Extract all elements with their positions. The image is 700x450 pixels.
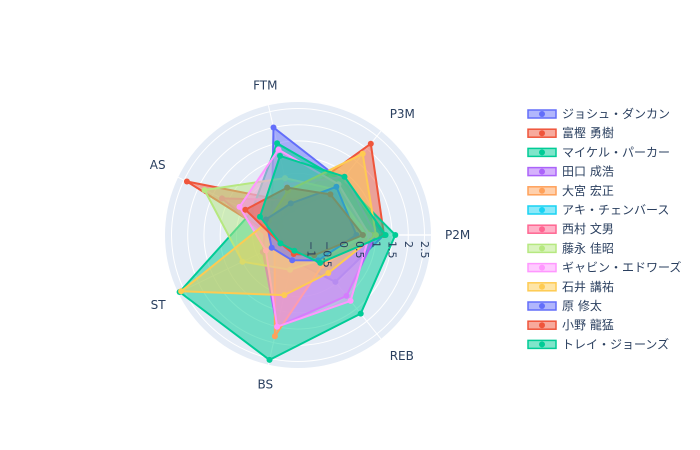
legend-item[interactable]: ジョシュ・ダンカン [527,106,670,121]
data-point [277,152,283,159]
axis-label-ftm: FTM [253,79,277,93]
legend-marker [539,264,545,271]
data-point [274,323,281,330]
data-point [357,310,364,317]
legend-item[interactable]: ギャビン・エドワーズ [527,260,681,275]
data-point [201,187,208,193]
data-point [382,232,389,238]
series-13 [257,152,389,266]
data-point [317,259,324,266]
legend-item[interactable]: 石井 講祐 [527,279,614,294]
data-point [274,140,281,147]
data-point [257,213,263,220]
radial-tick-label: 1.5 [386,241,399,259]
radial-tick-label: 0 [337,241,350,248]
legend-label: 富樫 勇樹 [562,125,614,140]
radial-tick-labels: −1 −0.5 0 0.5 1 1.5 2 2.5 [304,241,431,268]
data-point [268,244,275,251]
radial-tick-label: −0.5 [321,241,334,268]
legend-label: アキ・チェンバース [562,203,669,217]
legend-marker [539,303,545,309]
series-layer [176,124,399,363]
legend-item[interactable]: 富樫 勇樹 [527,125,614,140]
data-point [392,232,399,238]
radial-tick-label: 1 [369,241,382,248]
data-point [242,206,249,213]
data-point [281,292,288,299]
legend-marker [539,226,545,233]
legend-label: 田口 成浩 [562,165,614,179]
data-point [291,247,298,254]
legend-marker [539,341,545,348]
legend-label: 大宮 宏正 [562,183,614,198]
legend-item[interactable]: 小野 龍猛 [527,317,614,332]
legend-label: 原 修太 [562,298,602,313]
legend-item[interactable]: マイケル・パーカー [527,145,670,159]
data-point [275,146,282,153]
legend-item[interactable]: 藤永 佳昭 [527,241,614,255]
legend-item[interactable]: 原 修太 [527,298,602,313]
data-point [341,173,348,180]
radial-tick-label: 0.5 [353,241,366,259]
radial-tick-label: 2 [402,241,415,248]
legend-marker [539,130,545,137]
legend-item[interactable]: 西村 文男 [527,221,614,236]
legend-item[interactable]: 田口 成浩 [527,165,614,179]
data-point [266,356,273,363]
data-point [277,240,284,247]
legend-item[interactable]: 大宮 宏正 [527,183,614,198]
legend-label: ジョシュ・ダンカン [562,106,670,121]
axis-label-reb: REB [390,349,414,363]
axis-label-p3m: P3M [390,107,415,121]
legend-item[interactable]: アキ・チェンバース [527,203,669,217]
legend-marker [539,149,545,156]
axis-label-as: AS [150,158,166,172]
axis-label-st: ST [151,298,167,312]
data-point [236,203,243,210]
legend-item[interactable]: トレイ・ジョーンズ [527,336,669,351]
axis-label-p2m: P2M [445,228,470,242]
data-point [289,257,296,264]
axis-label-bs: BS [257,377,273,391]
data-point [325,270,332,276]
legend-marker [539,168,545,175]
legend-label: 石井 講祐 [562,279,614,294]
data-point [367,140,374,147]
legend-label: 小野 龍猛 [562,317,614,332]
legend-marker [539,283,545,290]
data-point [270,124,277,131]
legend-label: 西村 文男 [562,221,614,236]
legend-marker [539,322,545,329]
legend-marker [539,207,545,213]
legend-label: マイケル・パーカー [562,145,670,159]
data-point [359,150,366,157]
data-point [178,288,185,295]
angular-axis-labels: P2M P3M FTM AS ST BS REB [150,79,470,392]
legend-marker [539,111,545,117]
legend-label: トレイ・ジョーンズ [562,336,669,351]
legend-marker [539,245,545,252]
legend-label: ギャビン・エドワーズ [562,260,681,275]
legend-label: 藤永 佳昭 [562,241,614,255]
data-point [183,178,190,185]
radial-tick-label: 2.5 [418,241,431,259]
radial-tick-label: −1 [304,241,317,257]
data-point [347,297,354,304]
series-area [259,154,387,264]
data-point [271,333,278,340]
legend-marker [539,187,545,194]
